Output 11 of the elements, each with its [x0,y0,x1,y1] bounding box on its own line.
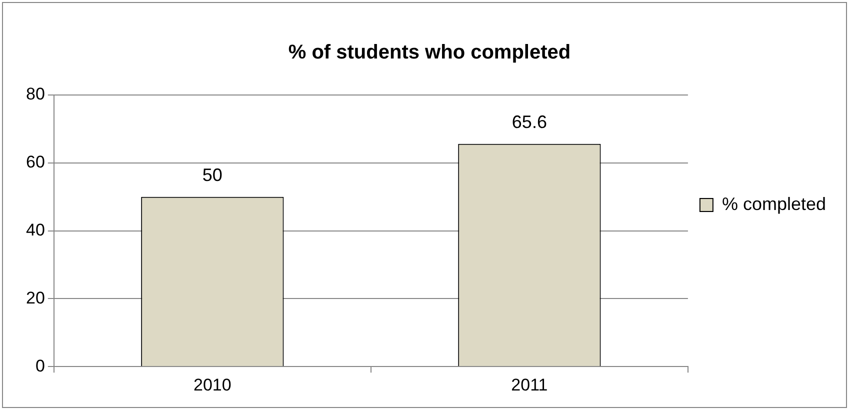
data-label: 65.6 [512,112,547,132]
y-tick-label: 20 [26,288,45,308]
x-tick-label: 2011 [511,375,548,394]
data-label: 50 [202,164,222,185]
chart-title: % of students who completed [288,42,571,64]
y-tick-label: 80 [26,84,45,104]
x-tick-label: 2010 [194,375,232,394]
y-tick-label: 60 [26,152,45,172]
y-tick-label: 0 [35,356,45,376]
legend-label: % completed [722,194,826,214]
y-tick-label: 40 [26,220,45,240]
